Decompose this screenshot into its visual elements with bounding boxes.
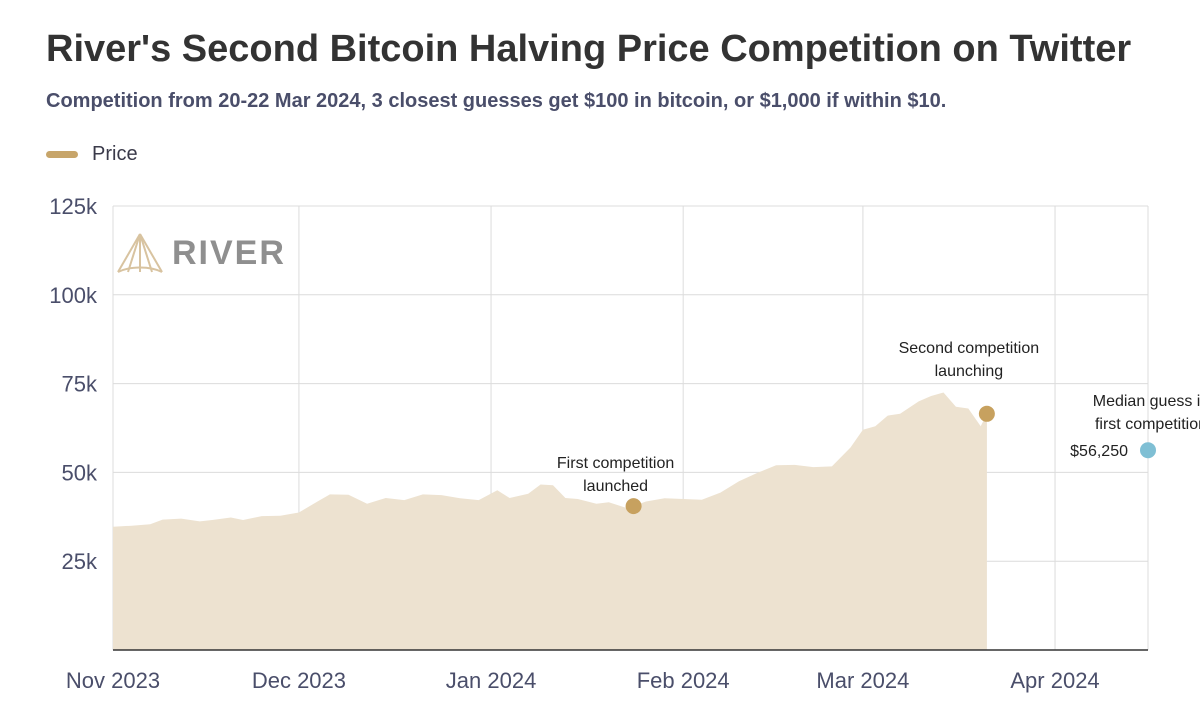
annotation-label: launched [583, 478, 648, 495]
median-guess-marker [1140, 442, 1156, 459]
x-tick-label: Apr 2024 [1010, 668, 1099, 693]
axis-ticks: 25k 50k 75k 100k 125k Nov 2023 Dec 2023 Jan 202… [49, 194, 1099, 693]
legend-swatch-price [46, 151, 78, 158]
x-tick-label: Feb 2024 [637, 668, 730, 693]
chart-subtitle: Competition from 20-22 Mar 2024, 3 close… [46, 90, 947, 112]
river-logo-text: RIVER [172, 233, 286, 272]
chart-annotations: First competition launched Second competit… [557, 340, 1200, 515]
annotation-label: first competition [1095, 416, 1200, 433]
y-tick-label: 50k [62, 460, 98, 485]
price-area [113, 392, 987, 650]
x-tick-label: Jan 2024 [446, 668, 537, 693]
chart-legend: Price [46, 143, 138, 166]
legend-label-price: Price [92, 143, 138, 165]
river-mountain-logo-icon [117, 233, 163, 273]
x-tick-label: Dec 2023 [252, 668, 346, 693]
chart-title: River's Second Bitcoin Halving Price Com… [46, 28, 1132, 70]
y-tick-label: 25k [62, 549, 98, 574]
annotation-label: Second competition [899, 340, 1040, 357]
y-tick-label: 125k [49, 194, 98, 219]
x-tick-label: Nov 2023 [66, 668, 160, 693]
annotation-label: First competition [557, 455, 674, 472]
x-tick-label: Mar 2024 [816, 668, 909, 693]
annotation-label: launching [935, 363, 1004, 380]
y-tick-label: 100k [49, 283, 98, 308]
competition-marker [625, 498, 642, 515]
river-logo: RIVER [116, 232, 286, 274]
annotation-label: Median guess in [1093, 393, 1200, 410]
y-tick-label: 75k [62, 372, 98, 397]
competition-marker [978, 405, 995, 422]
annotation-value-label: $56,250 [1070, 443, 1128, 460]
